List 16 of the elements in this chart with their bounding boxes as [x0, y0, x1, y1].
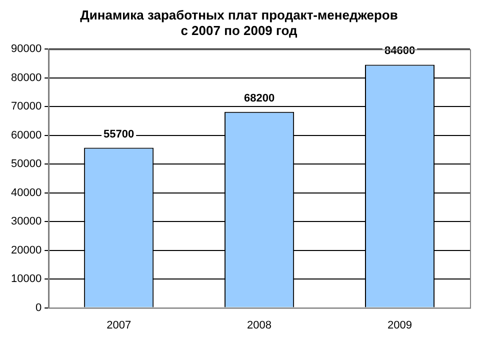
y-tick-label: 70000: [10, 100, 42, 113]
x-tick-label: 2007: [106, 319, 132, 332]
y-tick-label: 90000: [10, 43, 42, 56]
y-tick-label: 20000: [10, 244, 42, 256]
chart-title: Динамика заработных плат продакт-менеджеров с 2007 по 2009 год: [80, 7, 398, 38]
y-tick-label: 0: [35, 302, 42, 314]
y-tick-label: 50000: [10, 158, 42, 170]
y-tick-label: 40000: [10, 186, 42, 199]
x-tick-label: 2009: [388, 319, 412, 332]
y-tick-label: 60000: [10, 129, 42, 142]
y-tick-label: 30000: [10, 216, 42, 228]
y-tick-label: 80000: [10, 72, 42, 84]
data-label: 68200: [244, 92, 275, 104]
x-tick-label: 2008: [247, 319, 272, 332]
y-tick-label: 10000: [10, 273, 42, 286]
data-label: 55700: [104, 128, 134, 140]
